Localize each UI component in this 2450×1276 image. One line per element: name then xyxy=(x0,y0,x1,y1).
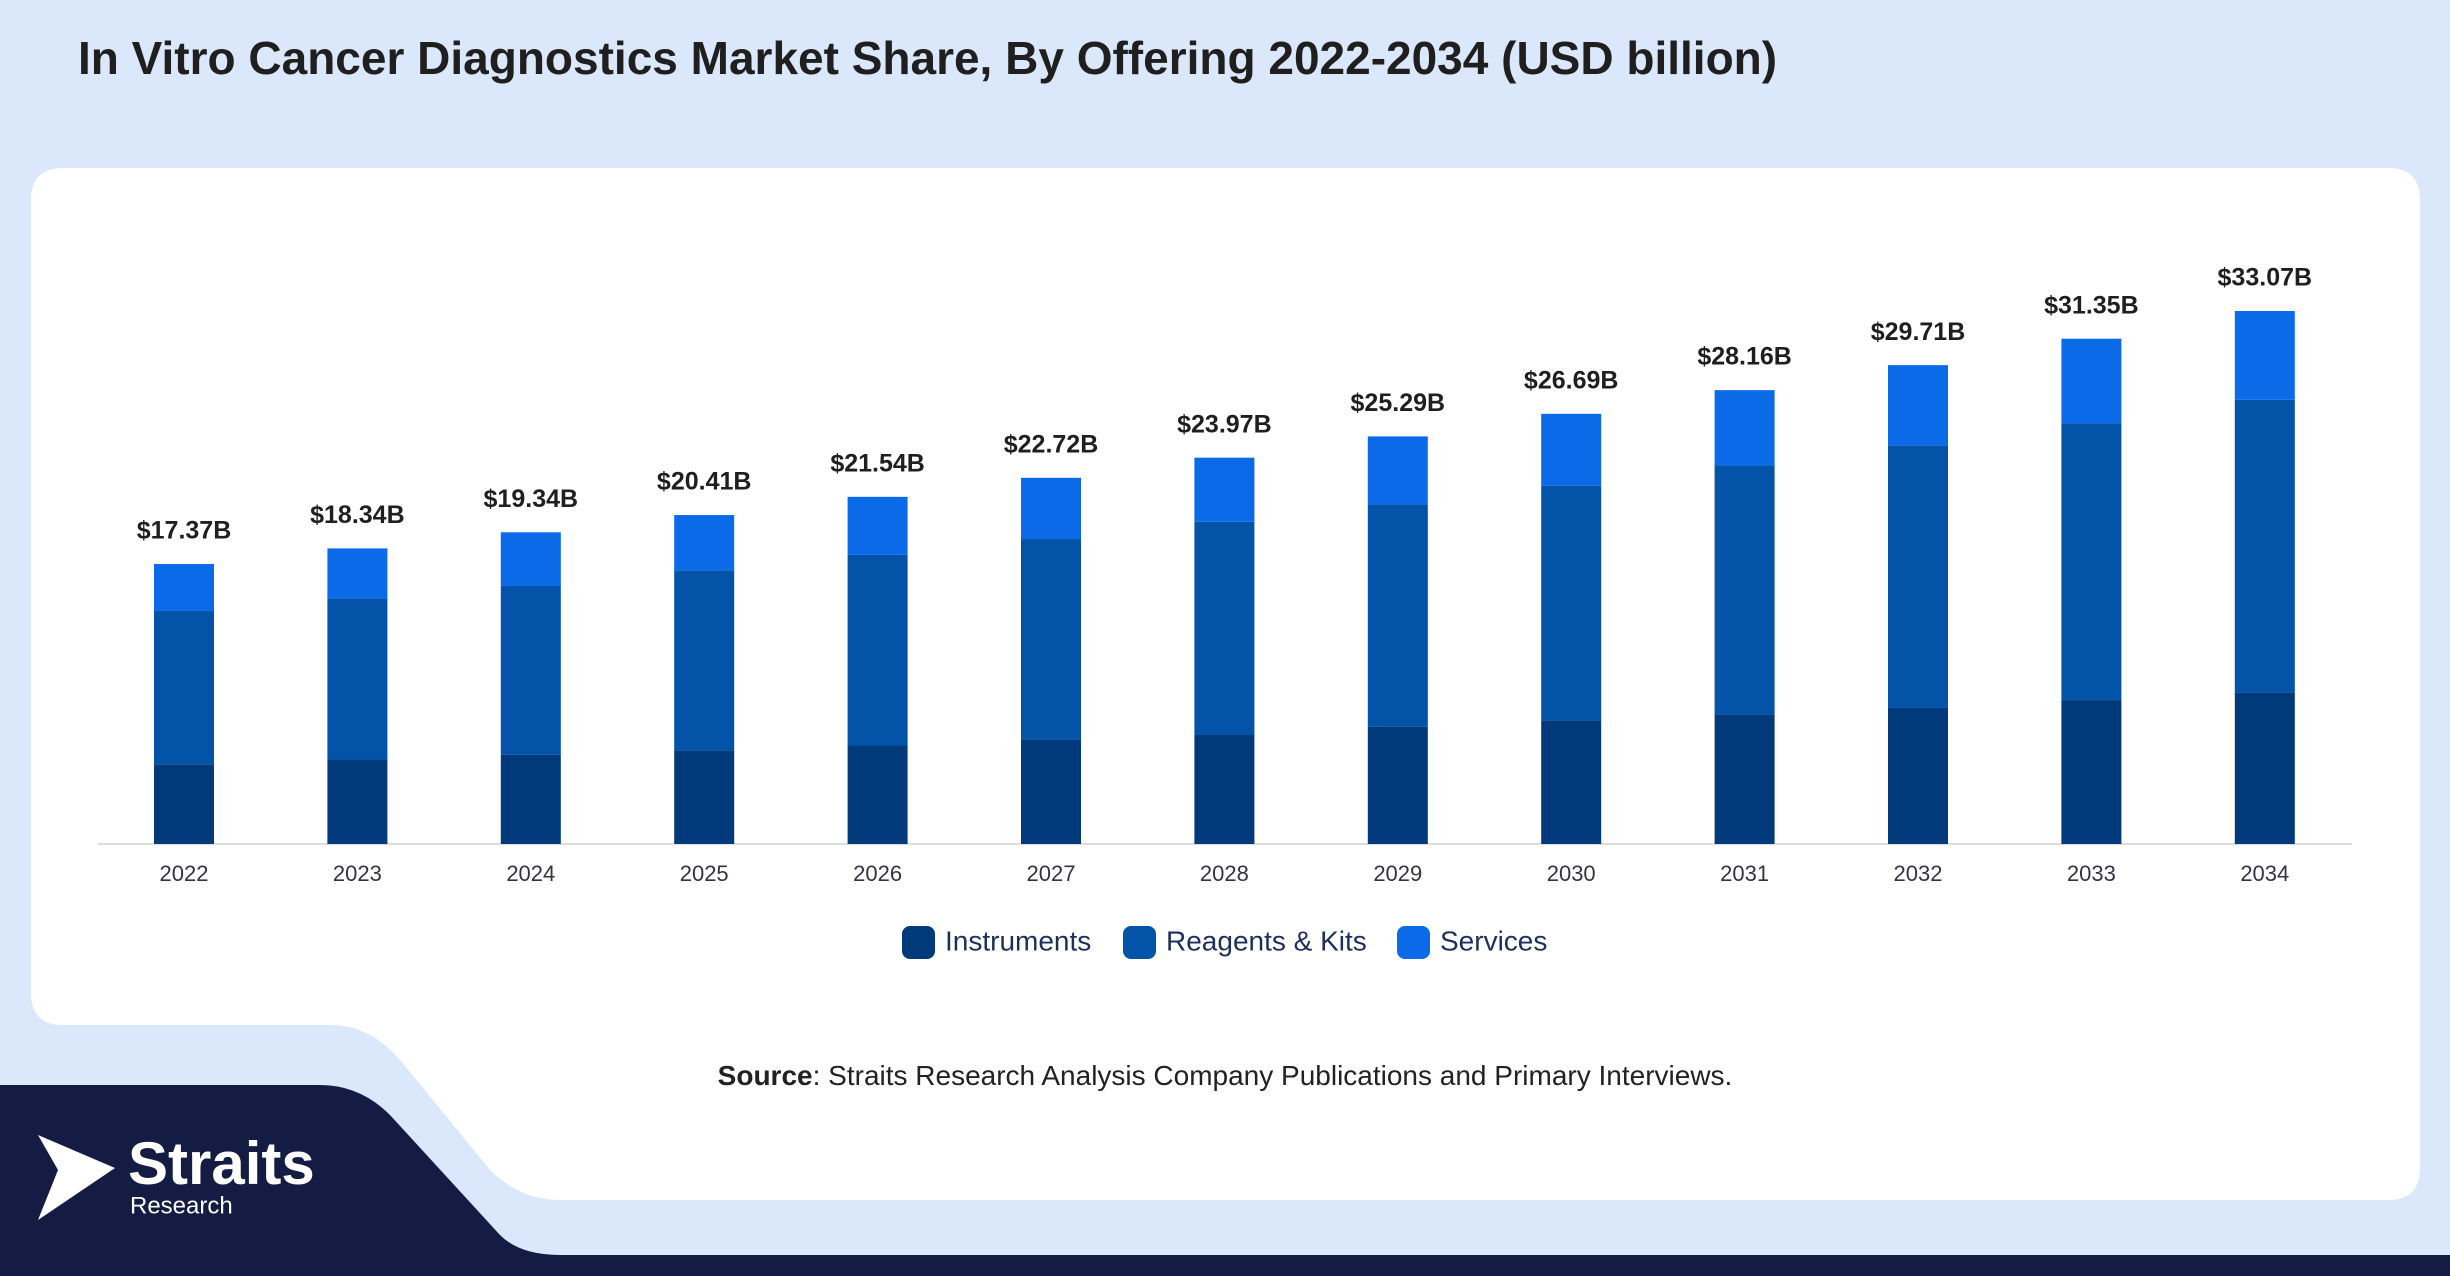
bar-segment xyxy=(2061,423,2122,701)
bar-segment xyxy=(1714,714,1775,844)
legend-label: Instruments xyxy=(945,925,1091,956)
logo-sub: Research xyxy=(130,1192,233,1219)
source-label: Source xyxy=(718,1060,813,1091)
total-label: $20.41B xyxy=(657,468,752,496)
footer-band xyxy=(0,1085,2450,1276)
bar-segment xyxy=(674,750,735,844)
bar-segment xyxy=(674,570,735,751)
x-tick-label: 2025 xyxy=(680,861,729,886)
total-label: $29.71B xyxy=(1871,318,1966,346)
bar-segment xyxy=(1021,539,1081,740)
x-tick-label: 2031 xyxy=(1720,861,1769,886)
bar-segment xyxy=(1888,365,1948,446)
legend-label: Reagents & Kits xyxy=(1166,925,1367,956)
total-label: $22.72B xyxy=(1004,430,1099,458)
total-label: $18.34B xyxy=(310,501,405,529)
total-label: $28.16B xyxy=(1697,343,1792,371)
bar-segment xyxy=(1541,485,1602,721)
bar-segment xyxy=(154,610,214,765)
bar-segment xyxy=(327,598,388,760)
bar-segment xyxy=(847,745,908,844)
legend-label: Services xyxy=(1440,925,1547,956)
x-tick-label: 2033 xyxy=(2067,861,2116,886)
bar-segment xyxy=(500,754,561,844)
bar-segment xyxy=(1367,726,1428,844)
bar-segment xyxy=(1021,477,1081,540)
bar-segment xyxy=(2234,311,2295,400)
source-text: : Straits Research Analysis Company Publ… xyxy=(813,1060,1733,1091)
bar-segment xyxy=(847,496,908,555)
bar-segment xyxy=(154,564,214,611)
x-tick-label: 2034 xyxy=(2240,861,2289,886)
bar-segment xyxy=(1367,504,1428,727)
legend-swatch xyxy=(1397,926,1430,959)
total-label: $31.35B xyxy=(2044,291,2139,319)
x-tick-label: 2022 xyxy=(160,861,209,886)
bar-segment xyxy=(1714,390,1775,466)
legend-swatch xyxy=(902,926,935,959)
x-tick-label: 2024 xyxy=(506,861,555,886)
bar-segment xyxy=(500,532,561,586)
bar-segment xyxy=(1541,413,1602,486)
bar-segment xyxy=(2061,338,2122,424)
x-tick-label: 2029 xyxy=(1373,861,1422,886)
logo-name: Straits xyxy=(128,1130,315,1197)
bar-segment xyxy=(1194,457,1255,522)
source: Source: Straits Research Analysis Compan… xyxy=(718,1060,1733,1091)
total-label: $25.29B xyxy=(1351,389,1446,417)
bar-segment xyxy=(1194,521,1255,735)
bar-segment xyxy=(1541,720,1602,844)
logo-mark xyxy=(38,1135,115,1220)
total-label: $23.97B xyxy=(1177,410,1272,438)
bar-segment xyxy=(674,515,735,571)
bar-segment xyxy=(2234,399,2295,693)
x-tick-label: 2030 xyxy=(1547,861,1596,886)
bar-segment xyxy=(1367,436,1428,505)
x-tick-label: 2026 xyxy=(853,861,902,886)
total-label: $17.37B xyxy=(137,517,232,545)
bar-segment xyxy=(1021,739,1081,844)
bar-segment xyxy=(327,759,388,844)
x-tick-label: 2032 xyxy=(1894,861,1943,886)
bar-segment xyxy=(327,548,388,599)
bar-segment xyxy=(500,585,561,755)
x-tick-label: 2028 xyxy=(1200,861,1249,886)
total-label: $19.34B xyxy=(484,485,579,513)
bar-segment xyxy=(847,554,908,746)
total-label: $21.54B xyxy=(830,449,925,477)
legend-swatch xyxy=(1123,926,1156,959)
bar-segment xyxy=(1888,445,1948,708)
total-label: $33.07B xyxy=(2218,264,2313,292)
bar-segment xyxy=(2234,692,2295,844)
bar-segment xyxy=(1888,707,1948,844)
x-tick-label: 2023 xyxy=(333,861,382,886)
total-label: $26.69B xyxy=(1524,366,1619,394)
x-tick-label: 2027 xyxy=(1027,861,1076,886)
bar-segment xyxy=(154,764,214,844)
bar-segment xyxy=(2061,700,2122,844)
bar-segment xyxy=(1194,734,1255,844)
bar-segment xyxy=(1714,465,1775,715)
chart-title: In Vitro Cancer Diagnostics Market Share… xyxy=(78,32,1777,84)
